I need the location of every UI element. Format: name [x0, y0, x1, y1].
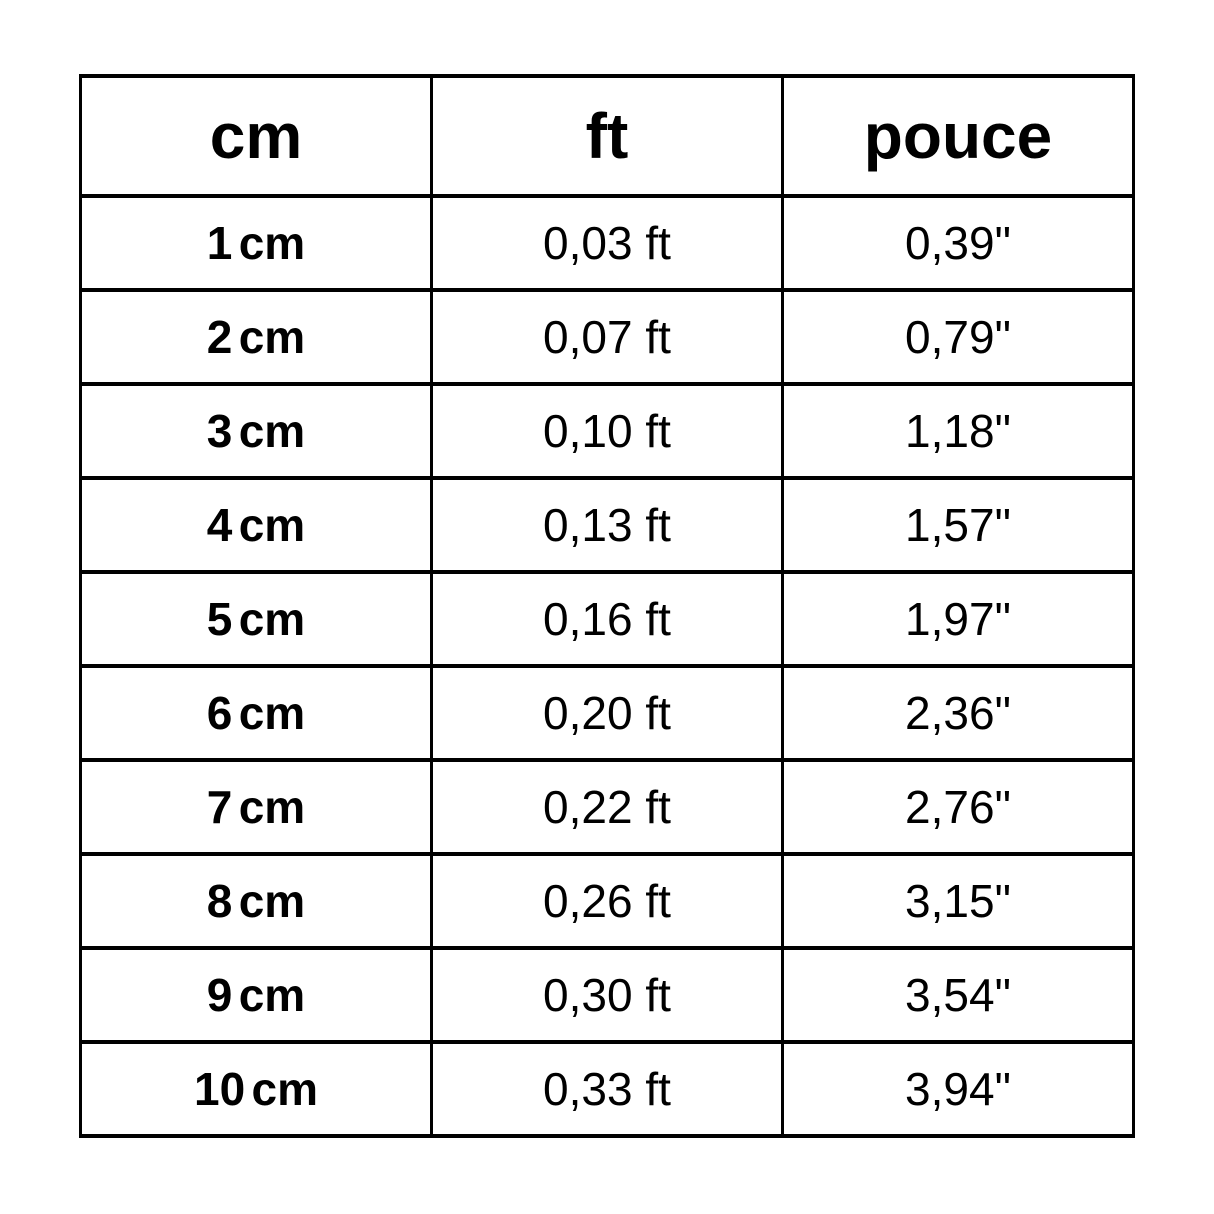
cell-cm: 5 cm: [79, 570, 433, 668]
table-row: 4 cm 0,13 ft 1,57": [79, 476, 1136, 574]
conversion-table: cm ft pouce 1 cm 0,03 ft 0,39" 2 cm 0,07…: [79, 74, 1136, 1138]
cell-cm: 2 cm: [79, 288, 433, 386]
cell-pouce: 0,39": [780, 194, 1136, 292]
cell-pouce: 2,76": [780, 758, 1136, 856]
cell-ft: 0,20 ft: [429, 664, 784, 762]
header-ft: ft: [429, 74, 784, 198]
cell-cm: 1 cm: [79, 194, 433, 292]
cell-pouce: 1,18": [780, 382, 1136, 480]
cell-ft: 0,10 ft: [429, 382, 784, 480]
header-row: cm ft pouce: [79, 74, 1136, 198]
cell-ft: 0,33 ft: [429, 1040, 784, 1138]
cell-pouce: 3,15": [780, 852, 1136, 950]
table-row: 10 cm 0,33 ft 3,94": [79, 1040, 1136, 1138]
header-pouce: pouce: [780, 74, 1136, 198]
cell-pouce: 2,36": [780, 664, 1136, 762]
cell-ft: 0,26 ft: [429, 852, 784, 950]
cell-cm: 7 cm: [79, 758, 433, 856]
cell-ft: 0,03 ft: [429, 194, 784, 292]
table-row: 6 cm 0,20 ft 2,36": [79, 664, 1136, 762]
table-header: cm ft pouce: [79, 74, 1136, 198]
cell-ft: 0,07 ft: [429, 288, 784, 386]
header-cm: cm: [79, 74, 433, 198]
cell-ft: 0,30 ft: [429, 946, 784, 1044]
table-row: 3 cm 0,10 ft 1,18": [79, 382, 1136, 480]
table-row: 7 cm 0,22 ft 2,76": [79, 758, 1136, 856]
cell-pouce: 3,94": [780, 1040, 1136, 1138]
table-row: 8 cm 0,26 ft 3,15": [79, 852, 1136, 950]
cell-cm: 3 cm: [79, 382, 433, 480]
table-body: 1 cm 0,03 ft 0,39" 2 cm 0,07 ft 0,79" 3 …: [79, 194, 1136, 1138]
cell-pouce: 0,79": [780, 288, 1136, 386]
table-row: 9 cm 0,30 ft 3,54": [79, 946, 1136, 1044]
cell-cm: 8 cm: [79, 852, 433, 950]
cell-pouce: 1,57": [780, 476, 1136, 574]
cell-cm: 6 cm: [79, 664, 433, 762]
cell-ft: 0,13 ft: [429, 476, 784, 574]
table-row: 5 cm 0,16 ft 1,97": [79, 570, 1136, 668]
table-row: 2 cm 0,07 ft 0,79": [79, 288, 1136, 386]
cell-cm: 4 cm: [79, 476, 433, 574]
cell-pouce: 3,54": [780, 946, 1136, 1044]
cell-ft: 0,16 ft: [429, 570, 784, 668]
table-row: 1 cm 0,03 ft 0,39": [79, 194, 1136, 292]
cell-ft: 0,22 ft: [429, 758, 784, 856]
cell-cm: 10 cm: [79, 1040, 433, 1138]
cell-pouce: 1,97": [780, 570, 1136, 668]
cell-cm: 9 cm: [79, 946, 433, 1044]
